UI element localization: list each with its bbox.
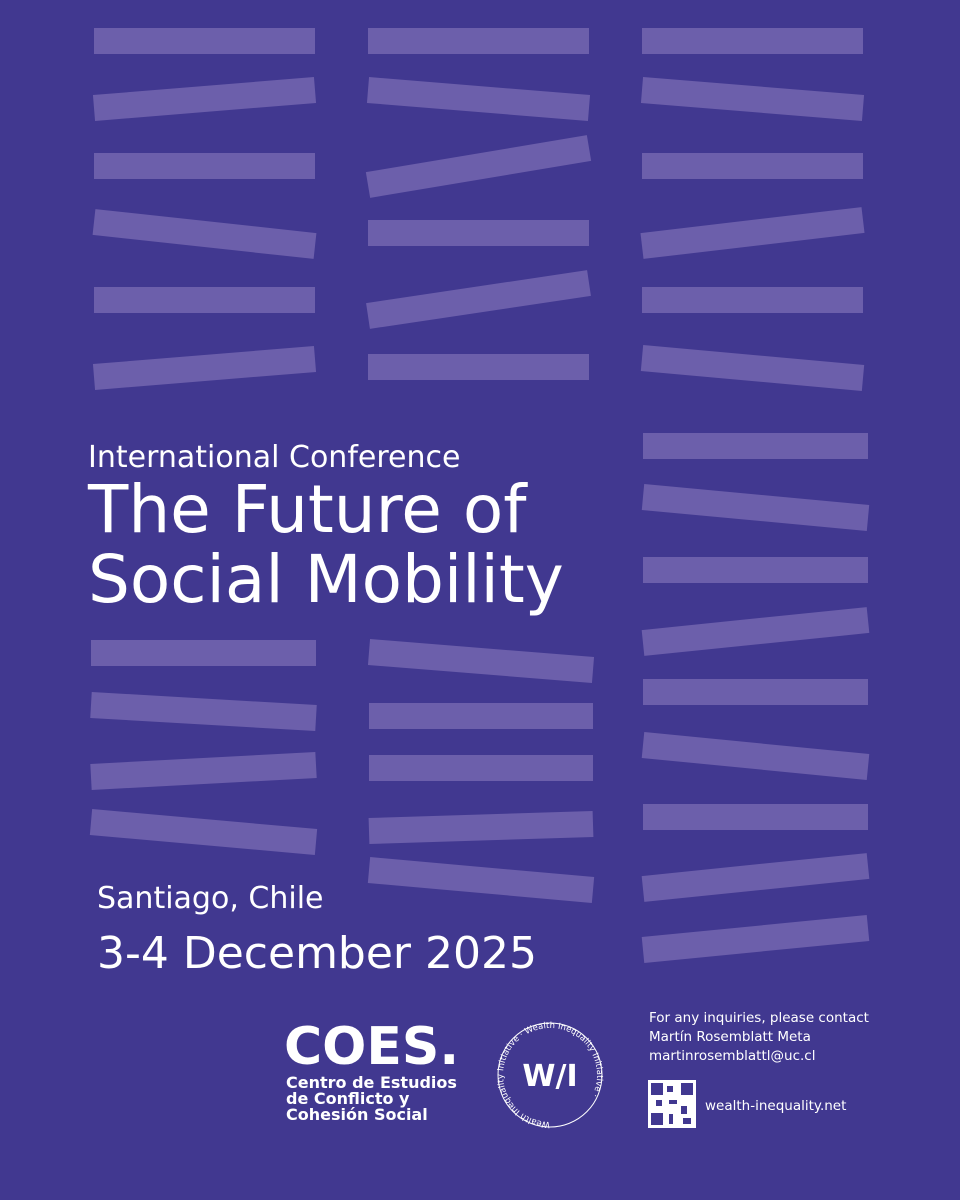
wii-monogram: W/I [522, 1059, 577, 1094]
dates: 3-4 December 2025 [97, 928, 537, 979]
title-line: Social Mobility [88, 541, 564, 618]
coes-name: Cohesión Social [286, 1105, 428, 1124]
wii-ring [497, 1022, 603, 1128]
contact-line: For any inquiries, please contact [649, 1010, 869, 1026]
decorative-bars [89, 28, 870, 963]
qr-code [648, 1080, 696, 1128]
location: Santiago, Chile [97, 881, 323, 916]
coes-name: de Conflicto y [286, 1089, 410, 1108]
contact-line: Martín Rosemblatt Meta [649, 1029, 811, 1045]
coes-name: Centro de Estudios [286, 1073, 457, 1092]
eyebrow: International Conference [88, 440, 460, 475]
contact-url[interactable]: wealth-inequality.net [705, 1098, 846, 1114]
contact-line: martinrosemblattl@uc.cl [649, 1048, 815, 1064]
coes-wordmark: COES. [284, 1017, 459, 1077]
title-line: The Future of [87, 471, 528, 548]
